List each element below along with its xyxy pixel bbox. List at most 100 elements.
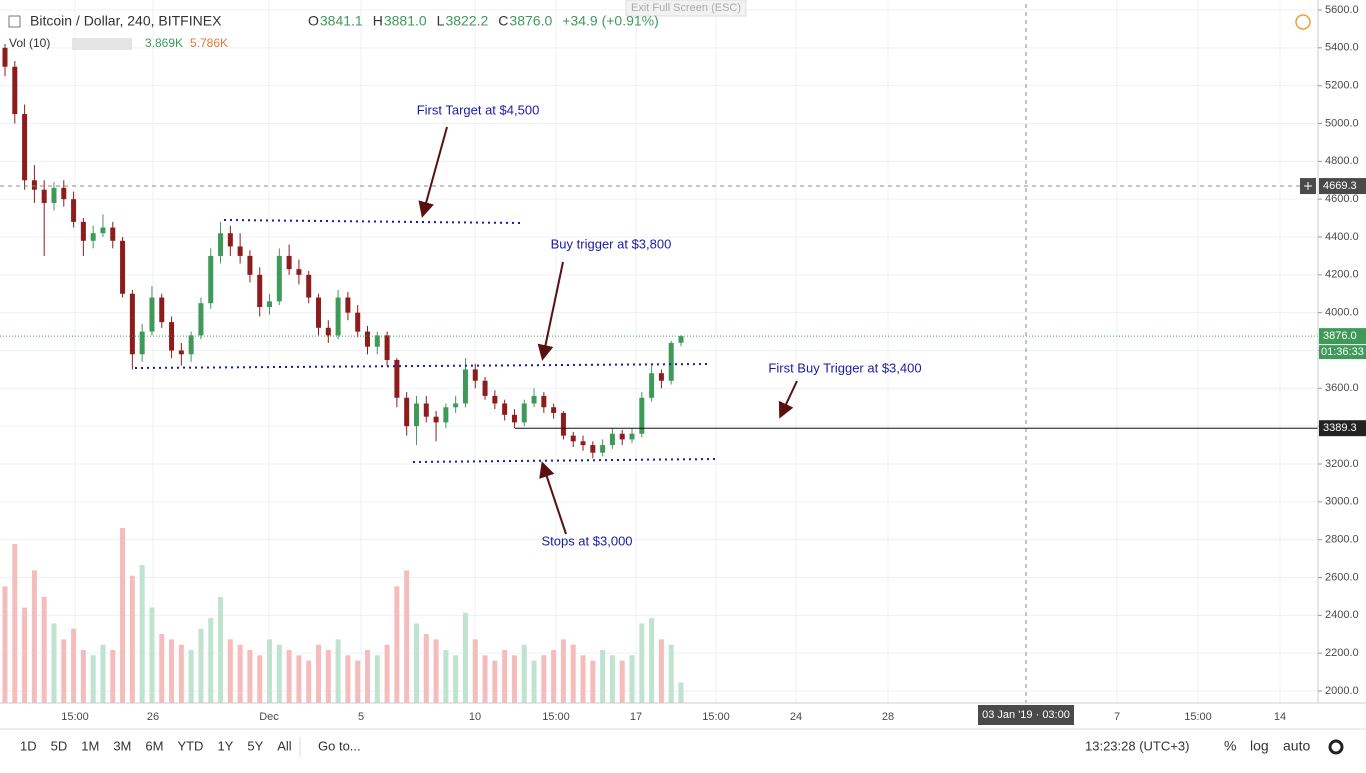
range-button[interactable]: 1D [20, 738, 37, 753]
volume-bar [110, 649, 116, 703]
candle-body [531, 395, 537, 404]
y-tick-label: 4600.0 [1325, 193, 1359, 205]
plus-icon[interactable] [1304, 182, 1312, 191]
range-button[interactable]: 1M [81, 738, 99, 753]
candle-body [257, 274, 263, 307]
x-tick-label: 15:00 [61, 711, 89, 723]
volume-bar [80, 649, 86, 703]
symbol-title: Bitcoin / Dollar, 240, BITFINEX [30, 13, 222, 29]
volume-bar [678, 682, 684, 703]
volume-bar [374, 655, 380, 703]
volume-value: 3.869K [145, 36, 183, 50]
volume-bar [511, 655, 517, 703]
y-tick-label: 3000.0 [1325, 496, 1359, 508]
x-tick-label: 15:00 [1184, 711, 1212, 723]
volume-bar [384, 644, 390, 703]
candle-body [404, 397, 410, 427]
range-button[interactable]: 1Y [217, 738, 233, 753]
volume-bar [413, 623, 419, 703]
candle-body [237, 246, 243, 256]
volume-bar [247, 649, 253, 703]
alert-icon[interactable] [1295, 14, 1311, 30]
clock: 13:23:28 (UTC+3) [1085, 738, 1189, 753]
goto-button[interactable]: Go to... [318, 738, 361, 753]
volume-bar [541, 655, 547, 703]
volume-bar [149, 607, 155, 703]
candle-body [120, 240, 126, 294]
range-button[interactable]: 5D [51, 738, 68, 753]
volume-bar [609, 655, 615, 703]
volume-bar [482, 655, 488, 703]
range-button[interactable]: All [277, 738, 292, 753]
volume-bar [12, 543, 18, 703]
candle-body [198, 303, 204, 336]
x-tick-label: 28 [882, 711, 894, 723]
annotation: First Buy Trigger at $3,400 [768, 360, 921, 375]
legend-value: +34.9 (+0.91%) [562, 13, 659, 29]
candle-body [316, 297, 322, 328]
exit-fullscreen-label[interactable]: Exit Full Screen (ESC) [631, 2, 741, 14]
exit-fullscreen[interactable] [625, 0, 747, 17]
y-tick-label: 5000.0 [1325, 117, 1359, 129]
candle-body [423, 403, 429, 417]
volume-bar [267, 639, 273, 703]
x-tick-label: 24 [790, 711, 802, 723]
volume-bar [120, 528, 126, 703]
candle-body [364, 331, 370, 347]
volume-bar [590, 660, 596, 703]
volume-bar [492, 660, 498, 703]
volume-bar [649, 618, 655, 703]
range-button[interactable]: YTD [177, 738, 203, 753]
legend-key: C [498, 13, 508, 29]
volume-bar [472, 639, 478, 703]
candle-body [178, 350, 184, 355]
scale-option[interactable]: % [1224, 738, 1236, 754]
indicator-buttons[interactable] [72, 38, 132, 50]
last-price-box [1319, 328, 1366, 345]
target-line [223, 219, 521, 224]
candle-body [590, 445, 596, 453]
candle-body [668, 342, 674, 381]
scale-option[interactable]: log [1250, 738, 1269, 754]
candle-body [492, 395, 498, 404]
volume-bar [629, 655, 635, 703]
volume-bar [306, 660, 312, 703]
legend-value: 3841.1 [320, 13, 363, 29]
candle-body [541, 395, 547, 408]
volume-bar [100, 644, 106, 703]
range-button[interactable]: 5Y [247, 738, 263, 753]
crosshair-price-box [1319, 178, 1366, 195]
volume-bar [355, 660, 361, 703]
x-tick-label: 17 [630, 711, 642, 723]
candle-body [110, 227, 116, 241]
volume-bar [668, 644, 674, 703]
candle-body [22, 114, 28, 181]
scale-option[interactable]: auto [1283, 738, 1310, 754]
volume-bar [619, 660, 625, 703]
volume-bar [551, 649, 557, 703]
candle-body [551, 407, 557, 413]
candle-body [502, 403, 508, 415]
candle-body [345, 297, 351, 313]
volume-bar [531, 660, 537, 703]
range-button[interactable]: 3M [113, 738, 131, 753]
legend-key: O [308, 13, 319, 29]
candle-body [443, 407, 449, 423]
settings-icon[interactable] [1328, 739, 1344, 755]
y-tick-label: 4000.0 [1325, 307, 1359, 319]
collapse-icon[interactable] [8, 15, 21, 28]
x-tick-label: Dec [259, 711, 279, 723]
volume-bar [90, 655, 96, 703]
volume-bar [502, 649, 508, 703]
arrow [778, 380, 798, 419]
candle-body [374, 335, 380, 347]
x-tick-label: 15:00 [702, 711, 730, 723]
candle-body [658, 373, 664, 381]
candle-body [286, 255, 292, 270]
range-button[interactable]: 6M [145, 738, 163, 753]
volume-bar [178, 644, 184, 703]
arrow [537, 261, 564, 361]
arrow [539, 461, 567, 535]
candle-body [208, 255, 214, 304]
